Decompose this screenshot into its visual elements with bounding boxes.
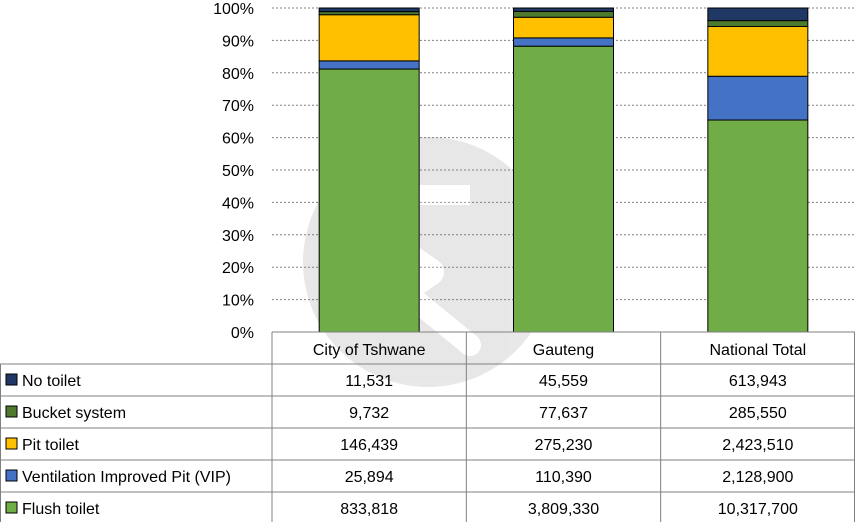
y-tick-label: 40% [222,195,254,212]
y-tick-label: 10% [222,293,254,310]
table-cell-value: 77,637 [539,405,588,422]
table-cell-value: 25,894 [345,469,394,486]
y-tick-label: 70% [222,98,254,115]
table-cell-value: 285,550 [729,405,787,422]
data-table: City of Tshwane Gauteng National Total No t… [0,331,855,522]
bar-segment [707,119,809,333]
bar-segment [513,10,614,18]
y-tick-label: 30% [222,228,254,245]
legend-key [5,501,18,514]
bar-segment [707,75,809,121]
bar-segment [318,7,420,13]
table-cell-value: 9,732 [349,405,389,422]
legend-key [5,373,18,386]
table-cell-value: 3,809,330 [528,501,599,518]
bar-segments [318,7,809,333]
bar-segment [513,7,614,12]
bar-segment [513,37,614,47]
bar-segment [318,14,420,62]
table-cell-value: 110,390 [535,469,592,486]
bar-segment [318,68,420,333]
y-tick-label: 0% [231,325,254,342]
table-cell-value: 11,531 [345,373,393,390]
bar-segment [318,60,420,70]
legend-key [5,405,18,418]
series-label: Pit toilet [22,437,79,454]
bar-segment [707,7,809,22]
series-label: Ventilation Improved Pit (VIP) [22,469,231,486]
series-label: No toilet [22,373,81,390]
y-tick-label: 50% [222,163,254,180]
y-tick-label: 60% [222,131,254,148]
table-cell-value: 45,559 [539,373,588,390]
series-label: Bucket system [22,405,126,422]
bar-segment [513,16,614,39]
legend-key [5,469,18,482]
y-tick-label: 90% [222,33,254,50]
bar-segment [707,20,809,27]
bar-segment [707,25,809,77]
table-cell-value: 275,230 [535,437,593,454]
table-cell-value: 2,128,900 [722,469,793,486]
table-cell-value: 146,439 [340,437,398,454]
category-label: National Total [710,342,807,359]
series-label: Flush toilet [22,501,100,518]
y-tick-label: 20% [222,260,254,277]
legend-key [5,437,18,450]
table-cell-value: 2,423,510 [722,437,793,454]
table-cell-value: 613,943 [729,373,787,390]
category-label: Gauteng [533,342,594,359]
y-axis-tick-labels: 0% 10% 20% 30% 40% 50% 60% 70% 80% 90% 100% [213,1,254,342]
category-label: City of Tshwane [313,342,426,359]
table-cell-value: 10,317,700 [718,501,798,518]
bar-segment [513,45,614,333]
table-cell-value: 833,818 [340,501,398,518]
y-tick-label: 100% [213,1,254,18]
y-tick-label: 80% [222,66,254,83]
